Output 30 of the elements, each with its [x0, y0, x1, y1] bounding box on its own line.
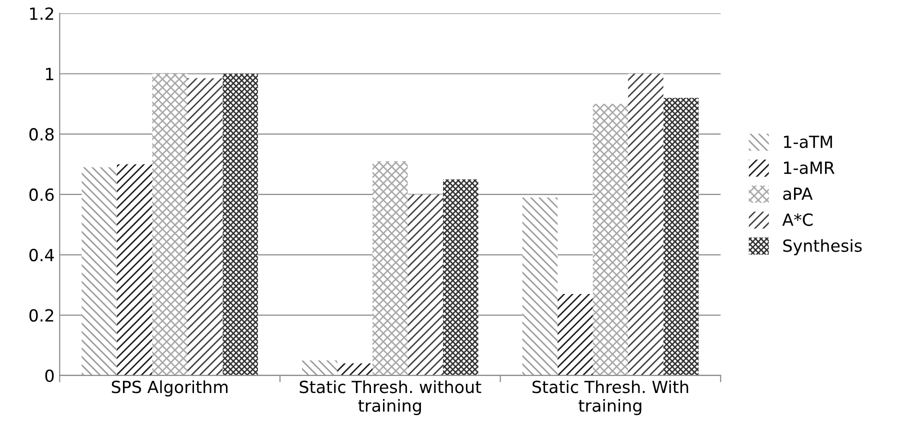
bar: [337, 363, 373, 376]
bar: [372, 161, 408, 376]
y-tick-label: 0.6: [29, 188, 54, 202]
bar: [522, 197, 558, 376]
y-tick-label: 0.4: [29, 248, 54, 262]
bar: [663, 98, 699, 376]
bar: [592, 104, 628, 376]
bar: [82, 167, 117, 376]
y-tick-label: 0: [45, 369, 54, 382]
bar: [408, 194, 444, 376]
bar: [152, 74, 188, 376]
y-tick-label: 0.8: [29, 128, 54, 141]
legend-label: Synthesis: [783, 239, 862, 256]
bar: [187, 78, 223, 376]
y-tick-label: 0.2: [29, 309, 54, 322]
bar: [222, 74, 258, 376]
bar: [628, 74, 664, 376]
bar: [558, 294, 593, 376]
legend-label: aPA: [783, 188, 813, 200]
y-tick-label: 1: [46, 68, 54, 80]
legend-label: A*C: [782, 213, 813, 226]
x-tick-label: Static Thresh. With training: [532, 380, 688, 416]
legend-label: 1-aTM: [784, 136, 832, 148]
legend-label: 1-aMR: [784, 162, 834, 174]
bar: [443, 179, 478, 376]
bar: [302, 360, 338, 376]
x-tick-label: SPS Algorithm: [112, 380, 228, 396]
bar: [116, 164, 152, 376]
y-tick-label: 1.2: [30, 7, 54, 20]
x-tick-label: Static Thresh. without training: [300, 380, 482, 416]
